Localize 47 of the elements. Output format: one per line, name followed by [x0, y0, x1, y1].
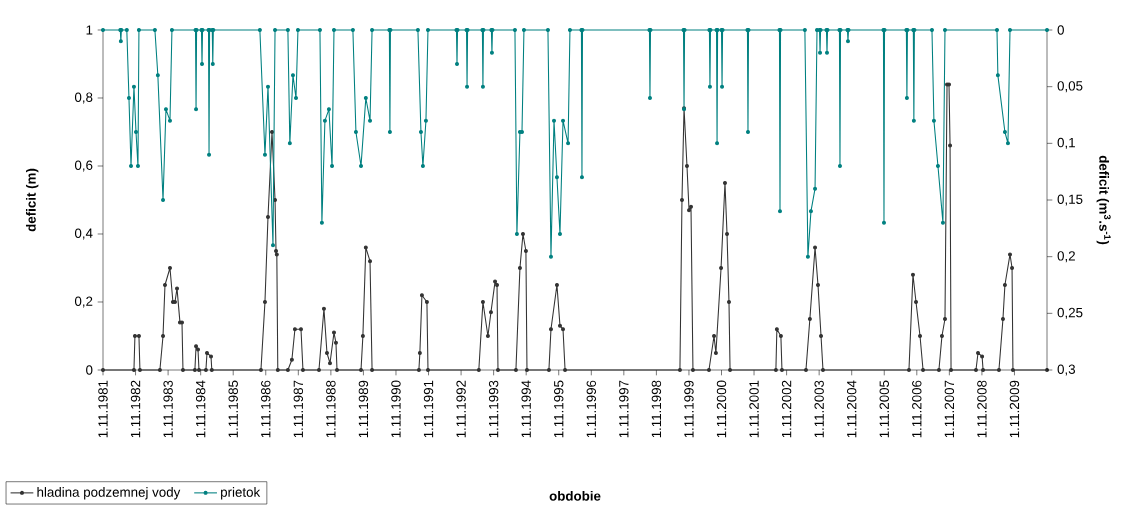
x-tick-label: 1.11.2006 [912, 380, 922, 438]
y-tick-label: 0,8 [74, 92, 93, 104]
x-tick-label: 1.11.2004 [847, 380, 857, 438]
y-tick-label: 0,6 [74, 160, 93, 172]
y2-tick-label: 0,1 [1057, 137, 1075, 149]
x-tick-label: 1.11.1988 [326, 380, 336, 438]
x-tick-label: 1.11.1985 [228, 380, 238, 438]
y2-tick-label: 0,2 [1057, 251, 1075, 263]
x-tick-label: 1.11.1982 [130, 380, 141, 438]
x-tick-label: 1.11.1996 [586, 380, 597, 438]
x-tick-label: 1.11.1989 [358, 380, 369, 438]
x-tick-label: 1.11.1984 [195, 380, 206, 438]
y2-tick-label: 0,25 [1057, 307, 1083, 319]
x-tick-label: 1.11.2000 [716, 380, 727, 438]
y2-tick-label: 0 [1057, 25, 1064, 35]
legend-label: hladina podzemnej vody [37, 487, 181, 500]
y2-axis-title: deficit (m$^{3}$.s$^{-1}$) [1096, 155, 1111, 245]
y-tick-label: 0 [86, 365, 93, 375]
x-tick-label: 1.11.2007 [944, 380, 955, 438]
x-tick-label: 1.11.2005 [879, 380, 889, 438]
y2-tick-label: 0,15 [1057, 194, 1083, 206]
x-axis-title: obdobie [549, 490, 601, 501]
x-tick-label: 1.11.1986 [261, 380, 271, 438]
x-tick-label: 1.11.1998 [651, 380, 662, 438]
y2-tick-label: 0,05 [1057, 81, 1083, 93]
x-tick-label: 1.11.1999 [684, 380, 694, 438]
x-tick-label: 1.11.1987 [293, 380, 304, 438]
y-tick-label: 0,2 [74, 296, 93, 308]
x-tick-label: 1.11.1983 [163, 380, 173, 438]
x-tick-label: 1.11.1991 [423, 380, 434, 438]
x-tick-label: 1.11.2001 [749, 380, 759, 438]
y-tick-label: 1 [86, 25, 93, 35]
x-tick-label: 1.11.1997 [619, 380, 629, 438]
x-tick-label: 1.11.2003 [814, 380, 824, 438]
x-tick-label: 1.11.1993 [488, 380, 499, 438]
x-tick-label: 1.11.1995 [554, 380, 564, 438]
x-tick-label: 1.11.1994 [521, 380, 531, 438]
x-tick-label: 1.11.2002 [781, 380, 792, 438]
x-tick-label: 1.11.2009 [1009, 380, 1020, 438]
x-tick-label: 1.11.2008 [977, 380, 987, 438]
x-tick-label: 1.11.1990 [391, 380, 401, 438]
legend-label: prietok [221, 487, 261, 500]
y2-tick-label: 0,3 [1057, 364, 1076, 376]
y-axis-title: deficit (m) [25, 168, 39, 232]
x-tick-label: 1.11.1992 [456, 380, 466, 438]
y-tick-label: 0,4 [74, 228, 93, 240]
x-tick-label: 1.11.1981 [98, 380, 108, 438]
